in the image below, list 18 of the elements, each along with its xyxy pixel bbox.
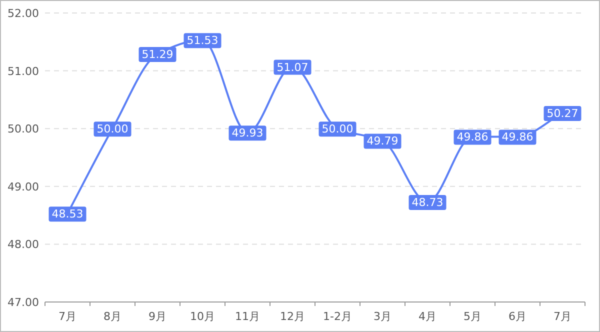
y-tick-label: 50.00 bbox=[8, 122, 39, 136]
x-tick-label: 6月 bbox=[508, 310, 526, 323]
x-tick-label: 3月 bbox=[374, 310, 392, 323]
y-tick-label: 48.00 bbox=[8, 238, 39, 252]
x-tick-label: 12月 bbox=[280, 310, 305, 323]
x-tick-label: 7月 bbox=[554, 310, 572, 323]
x-tick-label: 9月 bbox=[148, 310, 166, 323]
x-tick-label: 5月 bbox=[464, 310, 482, 323]
y-tick-label: 52.00 bbox=[8, 7, 39, 20]
x-tick-label: 10月 bbox=[190, 310, 215, 323]
x-tick-label: 7月 bbox=[58, 310, 76, 323]
x-tick-label: 1-2月 bbox=[323, 310, 352, 323]
y-tick-label: 47.00 bbox=[8, 296, 39, 309]
y-tick-label: 49.00 bbox=[8, 180, 39, 194]
x-tick-label: 11月 bbox=[235, 310, 260, 323]
x-tick-label: 8月 bbox=[104, 310, 122, 323]
x-tick-label: 4月 bbox=[418, 310, 436, 323]
y-tick-label: 51.00 bbox=[8, 64, 39, 78]
